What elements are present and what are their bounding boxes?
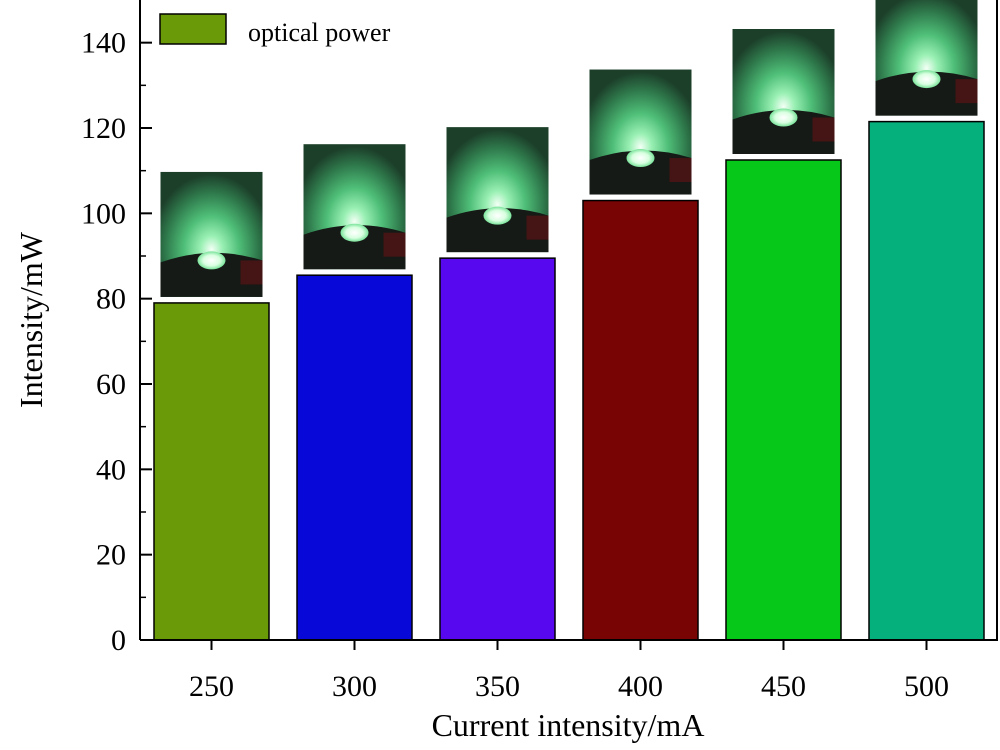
bar-500 (868, 120, 985, 641)
led-board (160, 252, 263, 297)
led-wire (812, 117, 835, 142)
y-tick-label: 120 (81, 112, 126, 145)
led-wire (526, 215, 549, 240)
led-emitter (769, 108, 798, 127)
x-tick-label: 400 (618, 670, 663, 703)
bar-250 (153, 302, 270, 641)
x-tick-label: 450 (761, 670, 806, 703)
y-tick-label: 40 (96, 453, 126, 486)
led-board (732, 109, 835, 154)
x-axis-title: Current intensity/mA (432, 707, 705, 743)
led-emitter (483, 206, 512, 225)
x-tick-label: 500 (904, 670, 949, 703)
legend-label: optical power (248, 18, 391, 47)
led-photos-group (160, 0, 978, 297)
led-wire (669, 158, 692, 183)
led-emitter (912, 70, 941, 89)
led-photo-500 (875, 0, 978, 116)
led-board (303, 225, 406, 270)
x-tick-label: 300 (332, 670, 377, 703)
legend: optical power (159, 13, 391, 47)
plot-area: 0 20 40 60 80 100 120 140 250 300 350 400 450 500 (81, 0, 998, 703)
bar-450 (725, 159, 842, 641)
led-board (446, 208, 549, 253)
led-photo-350 (446, 127, 549, 253)
x-ticks-group: 250 300 350 400 450 500 (189, 640, 949, 703)
led-photo-450 (732, 29, 835, 154)
y-axis-title: Intensity/mW (13, 231, 49, 408)
y-tick-label: 0 (111, 624, 126, 657)
led-board (589, 150, 692, 195)
y-tick-label: 80 (96, 283, 126, 316)
x-tick-label: 250 (189, 670, 234, 703)
bar-350 (439, 257, 556, 641)
y-tick-label: 140 (81, 27, 126, 60)
led-emitter (197, 251, 226, 270)
led-photo-400 (589, 69, 692, 195)
y-ticks-group: 0 20 40 60 80 100 120 140 (81, 27, 152, 657)
led-emitter (626, 149, 655, 168)
led-photo-300 (303, 144, 406, 270)
y-tick-label: 100 (81, 197, 126, 230)
y-tick-label: 20 (96, 539, 126, 572)
led-wire (955, 79, 978, 104)
led-emitter (340, 223, 369, 242)
led-board (875, 71, 978, 116)
y-tick-label: 60 (96, 368, 126, 401)
legend-swatch (159, 13, 227, 45)
bars-group (153, 120, 985, 641)
led-wire (383, 232, 406, 257)
x-tick-label: 350 (475, 670, 520, 703)
led-wire (240, 260, 263, 285)
bar-300 (296, 274, 413, 641)
led-photo-250 (160, 171, 263, 297)
bar-400 (582, 199, 699, 641)
